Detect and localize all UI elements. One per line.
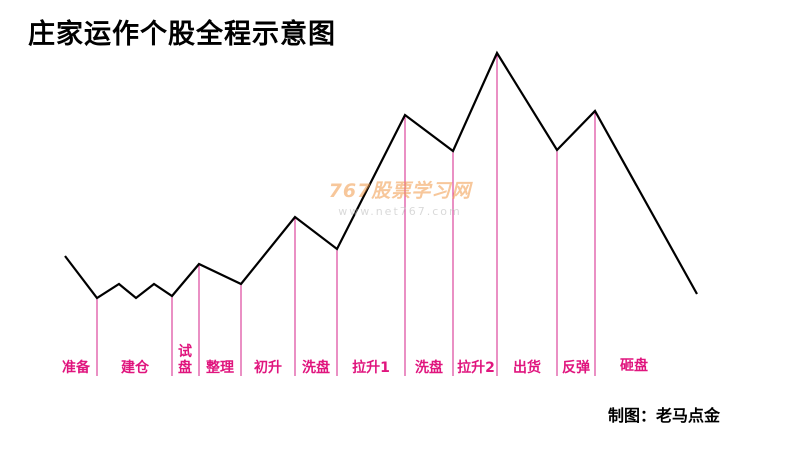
price-path-line — [64, 50, 698, 300]
phase-label-consolidate: 整理 — [205, 359, 234, 376]
diagram-title: 庄家运作个股全程示意图 — [28, 19, 336, 50]
phase-label-distribute: 出货 — [513, 359, 541, 376]
phase-label-washout-2: 洗盘 — [415, 359, 443, 376]
phase-label-initial-rise: 初升 — [254, 359, 282, 376]
phase-label-rebound: 反弹 — [562, 359, 590, 376]
phase-label-washout-1: 洗盘 — [302, 359, 330, 376]
phase-dividers — [96, 53, 596, 376]
credit-label: 制图：老马点金 — [608, 406, 721, 425]
phase-label-rally-2: 拉升2 — [457, 359, 495, 376]
phase-label-rally-1: 拉升1 — [352, 359, 390, 376]
phase-label-test: 试盘 — [178, 343, 192, 376]
phase-label-build: 建仓 — [121, 359, 150, 376]
phase-label-prep: 准备 — [62, 359, 91, 376]
phase-label-crash: 砸盘 — [620, 357, 648, 374]
